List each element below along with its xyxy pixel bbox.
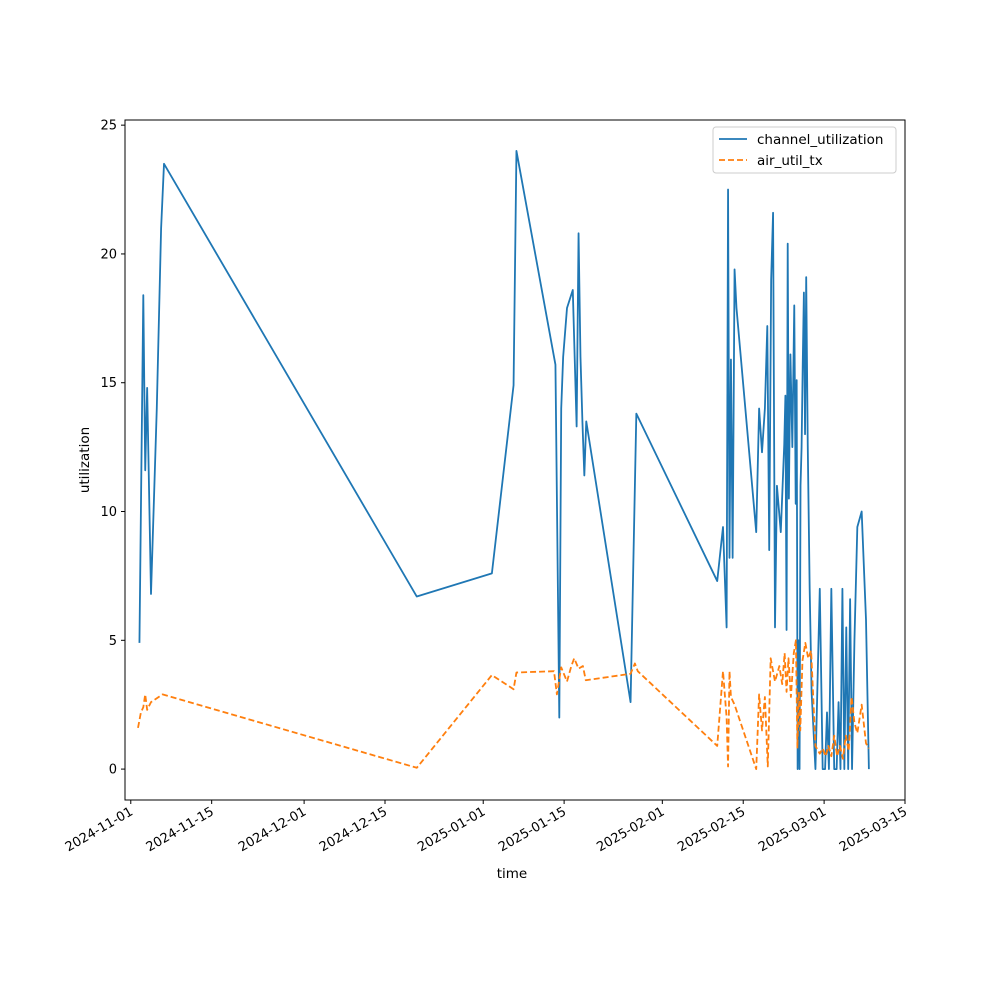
legend-label-channel-utilization: channel_utilization	[757, 132, 884, 148]
series-line-channel-utilization	[138, 150, 870, 770]
y-tick-label: 25	[100, 119, 117, 134]
y-tick-label: 0	[109, 763, 117, 778]
series-line-air-util-tx	[137, 639, 870, 770]
legend: channel_utilization air_util_tx	[712, 126, 897, 174]
y-tick-label: 10	[100, 505, 117, 520]
y-axis-title: utilization	[77, 427, 93, 493]
y-tick-label: 15	[100, 376, 117, 391]
legend-label-air-util-tx: air_util_tx	[757, 153, 823, 169]
y-tick-label: 20	[100, 247, 117, 262]
plot-area	[124, 119, 906, 801]
legend-box	[712, 126, 897, 174]
series-layer	[137, 150, 870, 770]
y-axis: 0 5 10 15 20 25	[100, 119, 125, 778]
plot-frame	[124, 119, 906, 801]
y-tick-label: 5	[109, 634, 117, 649]
x-axis-title: time	[497, 866, 528, 882]
